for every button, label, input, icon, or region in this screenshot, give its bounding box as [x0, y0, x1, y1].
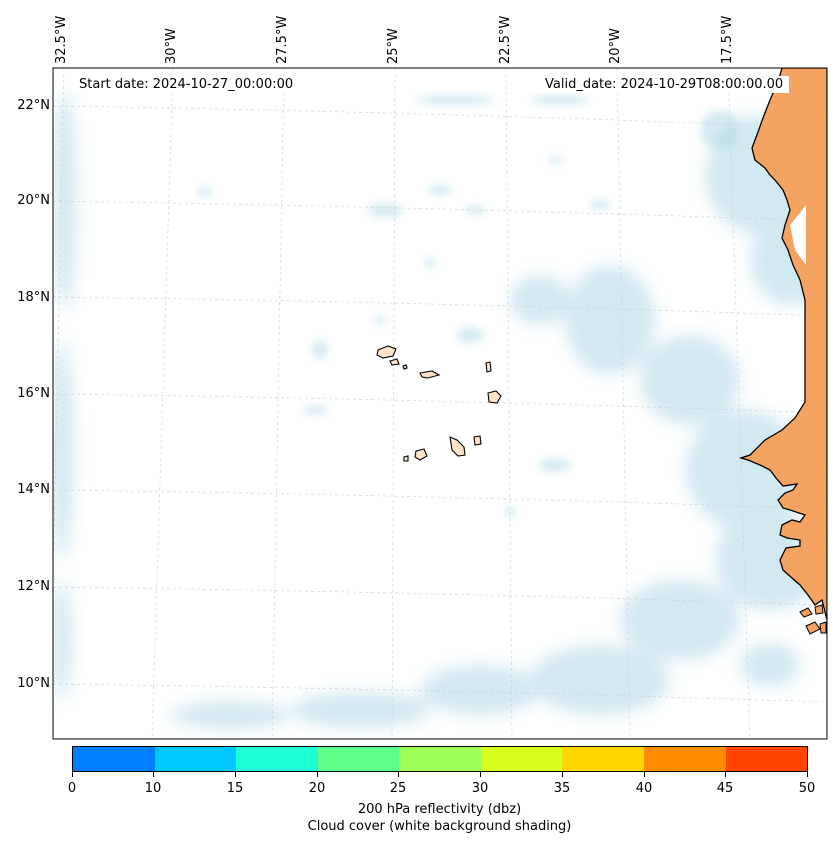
lat-label: 20°N	[17, 193, 50, 208]
colorbar-segment	[562, 747, 644, 771]
start-date-label: Start date: 2024-10-27_00:00:00	[73, 76, 300, 93]
cape-verde-islands	[376, 345, 502, 462]
map-frame	[52, 67, 828, 740]
colorbar-tick-label: 50	[798, 781, 816, 796]
colorbar-tick	[317, 772, 318, 777]
lat-label: 22°N	[17, 98, 50, 113]
colorbar-segment	[725, 747, 808, 771]
island-sal	[485, 361, 492, 373]
colorbar-segment	[236, 747, 318, 771]
colorbar-tick-label: 10	[144, 781, 162, 796]
island-brava	[403, 455, 409, 462]
graticule	[53, 68, 827, 739]
island-santo-antao	[376, 345, 397, 359]
colorbar-tick	[480, 772, 481, 777]
lon-label: 17.5°W	[720, 15, 735, 64]
colorbar-tick	[807, 772, 808, 777]
island-santa-luzia	[402, 364, 408, 370]
colorbar-tick	[153, 772, 154, 777]
colorbar-tick-label: 20	[308, 781, 326, 796]
colorbar-segment	[317, 747, 400, 771]
colorbar-tick-label: 15	[226, 781, 244, 796]
colorbar-segment	[643, 747, 726, 771]
lon-label: 30°W	[164, 28, 179, 64]
colorbar-tick	[562, 772, 563, 777]
lon-label: 22.5°W	[498, 15, 513, 64]
african-coastline	[738, 68, 827, 635]
lon-label: 27.5°W	[275, 15, 290, 64]
colorbar-tick	[725, 772, 726, 777]
colorbar	[72, 746, 808, 772]
colorbar-segment	[73, 747, 155, 771]
colorbar-subtitle: Cloud cover (white background shading)	[307, 819, 572, 834]
island-sao-nicolau	[419, 370, 441, 379]
island-fogo	[414, 448, 428, 461]
colorbar-segment	[480, 747, 563, 771]
lon-label: 25°W	[386, 28, 401, 64]
colorbar-segment	[399, 747, 481, 771]
colorbar-tick-label: 35	[553, 781, 571, 796]
colorbar-tick	[644, 772, 645, 777]
valid-date-label: Valid_date: 2024-10-29T08:00:00.00	[539, 76, 790, 93]
island-sao-vicente	[389, 358, 400, 366]
lat-label: 16°N	[17, 386, 50, 401]
lat-label: 10°N	[17, 676, 50, 691]
colorbar-tick	[72, 772, 73, 777]
lat-label: 18°N	[17, 290, 50, 305]
colorbar-segment	[154, 747, 237, 771]
island-boa-vista	[487, 390, 502, 404]
colorbar-tick	[235, 772, 236, 777]
lon-label: 20°W	[608, 28, 623, 64]
lat-label: 14°N	[17, 482, 50, 497]
colorbar-title: 200 hPa reflectivity (dbz)	[357, 802, 522, 817]
lat-label: 12°N	[17, 579, 50, 594]
lon-label: 32.5°W	[54, 15, 69, 64]
colorbar-tick-label: 0	[67, 781, 77, 796]
colorbar-tick-label: 40	[635, 781, 653, 796]
island-maio	[473, 435, 482, 446]
island-santiago	[449, 436, 466, 457]
colorbar-tick-label: 25	[389, 781, 407, 796]
colorbar-tick	[398, 772, 399, 777]
colorbar-tick-label: 30	[471, 781, 489, 796]
colorbar-tick-label: 45	[716, 781, 734, 796]
